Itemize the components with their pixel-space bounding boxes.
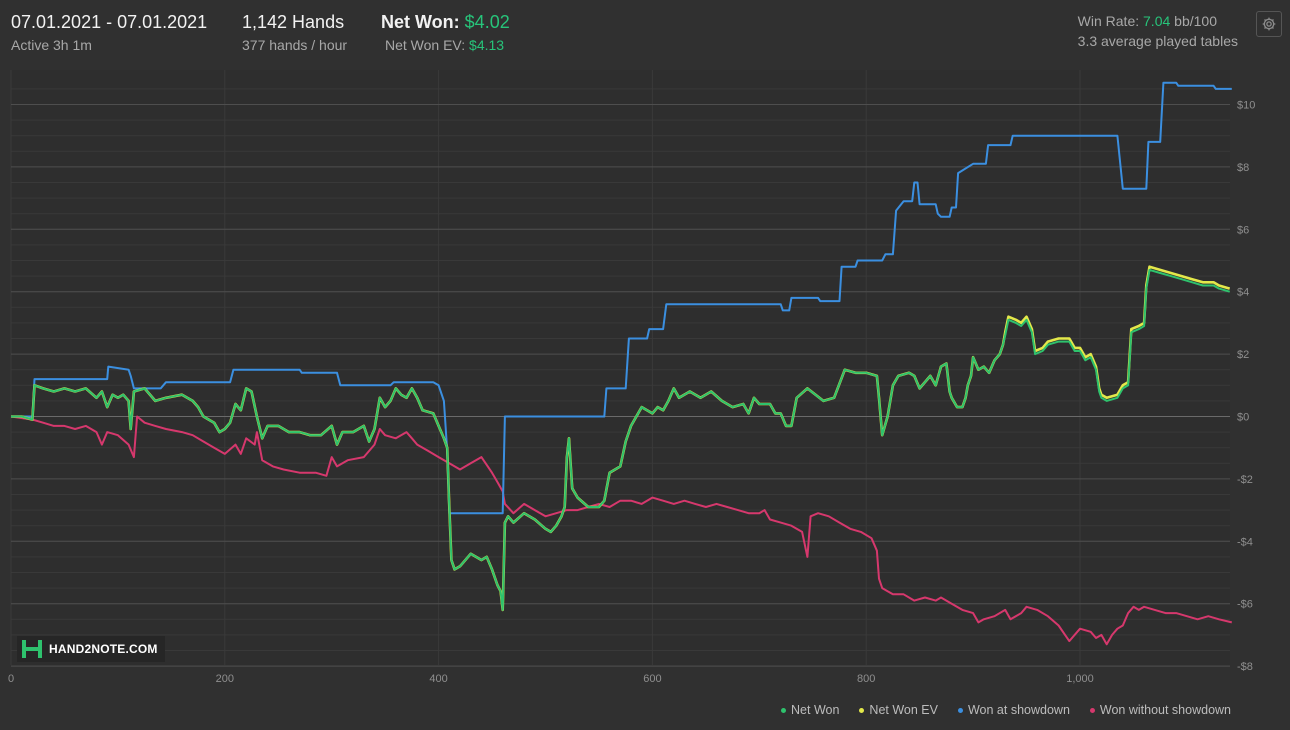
legend-label-showdown: Won at showdown bbox=[967, 703, 1070, 717]
date-block: 07.01.2021 - 07.01.2021 Active 3h 1m bbox=[11, 12, 207, 53]
grid-major bbox=[11, 104, 1230, 667]
legend-dot-showdown bbox=[957, 707, 963, 713]
net-won-ev-label: Net Won EV: bbox=[385, 37, 466, 53]
y-tick-label: $10 bbox=[1237, 100, 1255, 112]
net-won-block: Net Won: $4.02 Net Won EV: $4.13 bbox=[381, 12, 510, 53]
x-axis-ticks: 0 200 400 600 800 1,000 bbox=[8, 673, 1094, 685]
legend-dot-net-won-ev bbox=[859, 707, 865, 713]
win-rate-label: Win Rate: bbox=[1077, 13, 1140, 29]
settings-button[interactable] bbox=[1256, 11, 1282, 37]
avg-tables: 3.3 average played tables bbox=[1077, 33, 1238, 49]
x-tick-label: 200 bbox=[216, 673, 234, 685]
legend-label-non-showdown: Won without showdown bbox=[1099, 703, 1231, 717]
series-line-showdown bbox=[11, 81, 1232, 515]
logo-mark-icon bbox=[22, 640, 42, 658]
x-tick-label: 800 bbox=[857, 673, 875, 685]
win-rate-value: 7.04 bbox=[1143, 13, 1171, 29]
win-rate-block: Win Rate: 7.04 bb/100 3.3 average played… bbox=[1078, 13, 1238, 49]
series-line-non-showdown bbox=[10, 415, 1233, 646]
gear-icon bbox=[1262, 17, 1276, 31]
y-tick-label: -$6 bbox=[1237, 599, 1253, 611]
grid-minor bbox=[10, 70, 1230, 667]
hands-count: 1,142 Hands bbox=[242, 12, 345, 32]
legend-dot-non-showdown bbox=[1089, 707, 1095, 713]
y-axis-ticks: $10 $8 $6 $4 $2 $0 -$2 -$4 -$6 -$8 bbox=[1237, 100, 1255, 674]
chart-legend: Net Won Net Won EV Won at showdown Won w… bbox=[781, 703, 1231, 717]
hand2note-logo: HAND2NOTE.COM bbox=[17, 636, 165, 662]
legend-dot-net-won bbox=[781, 707, 787, 713]
y-tick-label: $8 bbox=[1237, 162, 1249, 174]
y-tick-label: $6 bbox=[1237, 224, 1249, 236]
legend-item-showdown[interactable]: Won at showdown bbox=[957, 703, 1070, 717]
net-won-label: Net Won: bbox=[381, 12, 460, 32]
legend-item-net-won[interactable]: Net Won bbox=[781, 703, 839, 717]
plot-area bbox=[11, 70, 1230, 665]
logo-text: HAND2NOTE.COM bbox=[49, 642, 158, 656]
y-tick-label: $4 bbox=[1237, 287, 1249, 299]
series-lines bbox=[10, 81, 1233, 646]
x-tick-label: 400 bbox=[429, 673, 447, 685]
legend-item-non-showdown[interactable]: Won without showdown bbox=[1089, 703, 1231, 717]
win-rate-line: Win Rate: 7.04 bb/100 bbox=[1078, 13, 1238, 29]
net-won-ev-line: Net Won EV: $4.13 bbox=[381, 37, 510, 53]
hands-per-hour: 377 hands / hour bbox=[242, 37, 348, 53]
legend-label-net-won-ev: Net Won EV bbox=[869, 703, 938, 717]
date-range: 07.01.2021 - 07.01.2021 bbox=[11, 12, 208, 32]
y-tick-label: -$4 bbox=[1237, 536, 1253, 548]
active-time: Active 3h 1m bbox=[11, 37, 92, 53]
net-won-ev-value: $4.13 bbox=[469, 37, 505, 53]
y-tick-label: $0 bbox=[1237, 412, 1249, 424]
net-won-line: Net Won: $4.02 bbox=[381, 12, 510, 33]
hands-block: 1,142 Hands 377 hands / hour bbox=[242, 12, 347, 53]
y-tick-label: -$8 bbox=[1237, 661, 1253, 673]
legend-item-net-won-ev[interactable]: Net Won EV bbox=[859, 703, 938, 717]
y-tick-label: $2 bbox=[1237, 349, 1249, 361]
win-rate-unit: bb/100 bbox=[1174, 13, 1217, 29]
legend-label-net-won: Net Won bbox=[791, 703, 840, 717]
series-line-net-won bbox=[11, 268, 1230, 611]
x-tick-label: 1,000 bbox=[1066, 673, 1094, 685]
x-tick-label: 600 bbox=[643, 673, 661, 685]
x-tick-label: 0 bbox=[8, 673, 14, 685]
y-tick-label: -$2 bbox=[1237, 474, 1253, 486]
net-won-value: $4.02 bbox=[464, 12, 510, 32]
